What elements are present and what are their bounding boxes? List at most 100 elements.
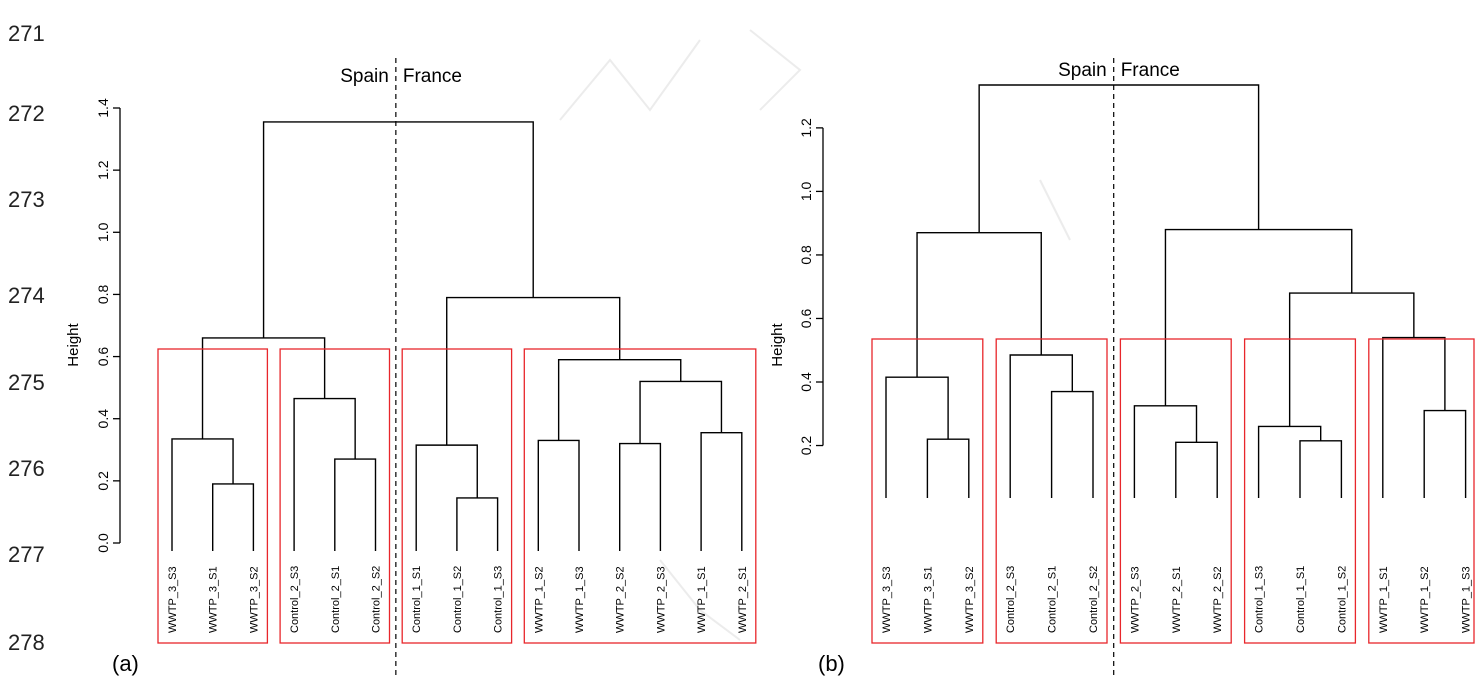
line-number: 272 (8, 101, 45, 126)
y-tick-label: 0.6 (95, 347, 111, 367)
cluster-box (1368, 338, 1475, 644)
dendrogram-branch (212, 483, 255, 551)
leaf-label: WWTP_2_S2 (615, 566, 627, 633)
dendrogram-branch (978, 84, 1260, 233)
dendrogram-branch (293, 397, 356, 551)
line-number: 276 (8, 456, 45, 481)
y-tick-label: 1.2 (95, 160, 111, 180)
dendrogram-branch (1288, 292, 1415, 427)
dendrogram-branch (1382, 336, 1446, 498)
leaf-label: Control_1_S1 (1295, 566, 1307, 633)
leaf-label: WWTP_2_S3 (1129, 566, 1141, 633)
dendrogram-branch (537, 439, 580, 551)
panel-label-b: (b) (818, 651, 845, 676)
y-tick-label: 1.2 (798, 118, 814, 138)
dendrogram-branch (1423, 409, 1467, 498)
dendrogram-branch (171, 438, 234, 551)
leaf-label: WWTP_2_S1 (737, 566, 749, 633)
leaf-label: WWTP_3_S3 (167, 566, 179, 633)
leaf-label: Control_1_S2 (452, 566, 464, 633)
dendrogram-branch (926, 438, 970, 498)
y-tick-label: 0.2 (95, 471, 111, 491)
leaf-label: Control_2_S2 (371, 566, 383, 633)
leaf-label: WWTP_3_S1 (922, 566, 934, 633)
leaf-label: WWTP_3_S2 (248, 566, 260, 633)
line-number: 273 (8, 187, 45, 212)
line-numbers: 271 272 273 274 275 276 277 278 (8, 21, 45, 655)
line-number: 274 (8, 283, 45, 308)
country-label-spain: Spain (1058, 60, 1107, 81)
leaf-label: Control_1_S3 (1254, 566, 1266, 633)
leaf-label: Control_2_S1 (330, 566, 342, 633)
dendrogram-branch (1009, 354, 1073, 498)
dendrogram-branch (201, 337, 326, 439)
dendrogram-branch (885, 376, 949, 498)
dendrogram-branch (916, 232, 1042, 378)
dendrogram-branch (446, 296, 621, 446)
dendrogram-branch (1257, 425, 1322, 498)
line-number: 277 (8, 542, 45, 567)
dendrogram-a: 0.0 0.2 0.4 0.6 0.8 1.0 1.2 1.4 Height WWTP_3_S3 W… (65, 58, 757, 678)
cluster-box (995, 338, 1108, 644)
cluster-box (523, 348, 757, 644)
y-tick-label: 0.8 (798, 245, 814, 265)
line-number: 271 (8, 21, 45, 46)
dendrogram-branch (1164, 228, 1353, 406)
dendrogram-branch (557, 358, 682, 441)
leaf-label: WWTP_1_S1 (1378, 566, 1390, 633)
leaf-label: WWTP_2_S3 (655, 566, 667, 633)
country-label-spain: Spain (340, 66, 389, 87)
cluster-box (401, 348, 513, 644)
dendrogram-branch (262, 121, 534, 338)
y-tick-label: 0.4 (95, 409, 111, 429)
dendrogram-b: 0.2 0.4 0.6 0.8 1.0 1.2 Height WWTP_3_S3 WWTP_3_… (769, 58, 1475, 678)
cluster-box (1243, 338, 1357, 644)
leaf-label: WWTP_3_S3 (881, 566, 893, 633)
y-tick-label: 0.6 (798, 309, 814, 329)
leaf-label: WWTP_1_S1 (696, 566, 708, 633)
leaf-label: Control_2_S2 (1088, 566, 1100, 633)
dendrogram-branch (1133, 405, 1198, 498)
leaf-label: Control_1_S1 (411, 566, 423, 633)
y-tick-label: 0.8 (95, 284, 111, 304)
cluster-box (871, 338, 984, 644)
line-number: 278 (8, 630, 45, 655)
cluster-box (279, 348, 391, 644)
country-label-france: France (1121, 60, 1180, 81)
y-tick-label: 1.4 (95, 98, 111, 118)
leaf-label: Control_2_S3 (1005, 566, 1017, 633)
line-number: 275 (8, 370, 45, 395)
dendrogram-branch (619, 442, 662, 551)
dendrogram-branch (1175, 441, 1218, 498)
leaf-label: WWTP_1_S2 (533, 566, 545, 633)
dendrogram-branch (639, 380, 723, 444)
dendrogram-branch (1299, 440, 1343, 498)
y-tick-label: 1.0 (95, 222, 111, 242)
dendrogram-branch (334, 458, 377, 551)
leaf-label: WWTP_1_S3 (1461, 566, 1473, 633)
leaf-label: WWTP_2_S2 (1212, 566, 1224, 633)
leaf-label: Control_1_S2 (1336, 566, 1348, 633)
leaf-label: WWTP_1_S2 (1419, 566, 1431, 633)
y-axis-label: Height (769, 322, 786, 366)
leaf-label: Control_2_S3 (289, 566, 301, 633)
y-tick-label: 0.4 (798, 372, 814, 392)
dendrogram-branch (456, 497, 499, 551)
y-tick-label: 1.0 (798, 181, 814, 201)
dendrogram-branch (700, 431, 743, 551)
y-tick-label: 0.0 (95, 533, 111, 553)
country-label-france: France (403, 66, 462, 87)
watermark-strokes (559, 29, 1071, 641)
leaf-label: WWTP_3_S1 (208, 566, 220, 633)
cluster-box (1119, 338, 1232, 644)
leaf-label: WWTP_3_S2 (964, 566, 976, 633)
y-axis-label: Height (65, 322, 82, 366)
panel-label-a: (a) (112, 651, 139, 676)
leaf-label: Control_2_S1 (1047, 566, 1059, 633)
leaf-label: Control_1_S3 (493, 566, 505, 633)
leaf-label: WWTP_2_S1 (1171, 566, 1183, 633)
leaf-label: WWTP_1_S3 (574, 566, 586, 633)
dendrogram-branch (1050, 390, 1094, 498)
cluster-box (157, 348, 269, 644)
